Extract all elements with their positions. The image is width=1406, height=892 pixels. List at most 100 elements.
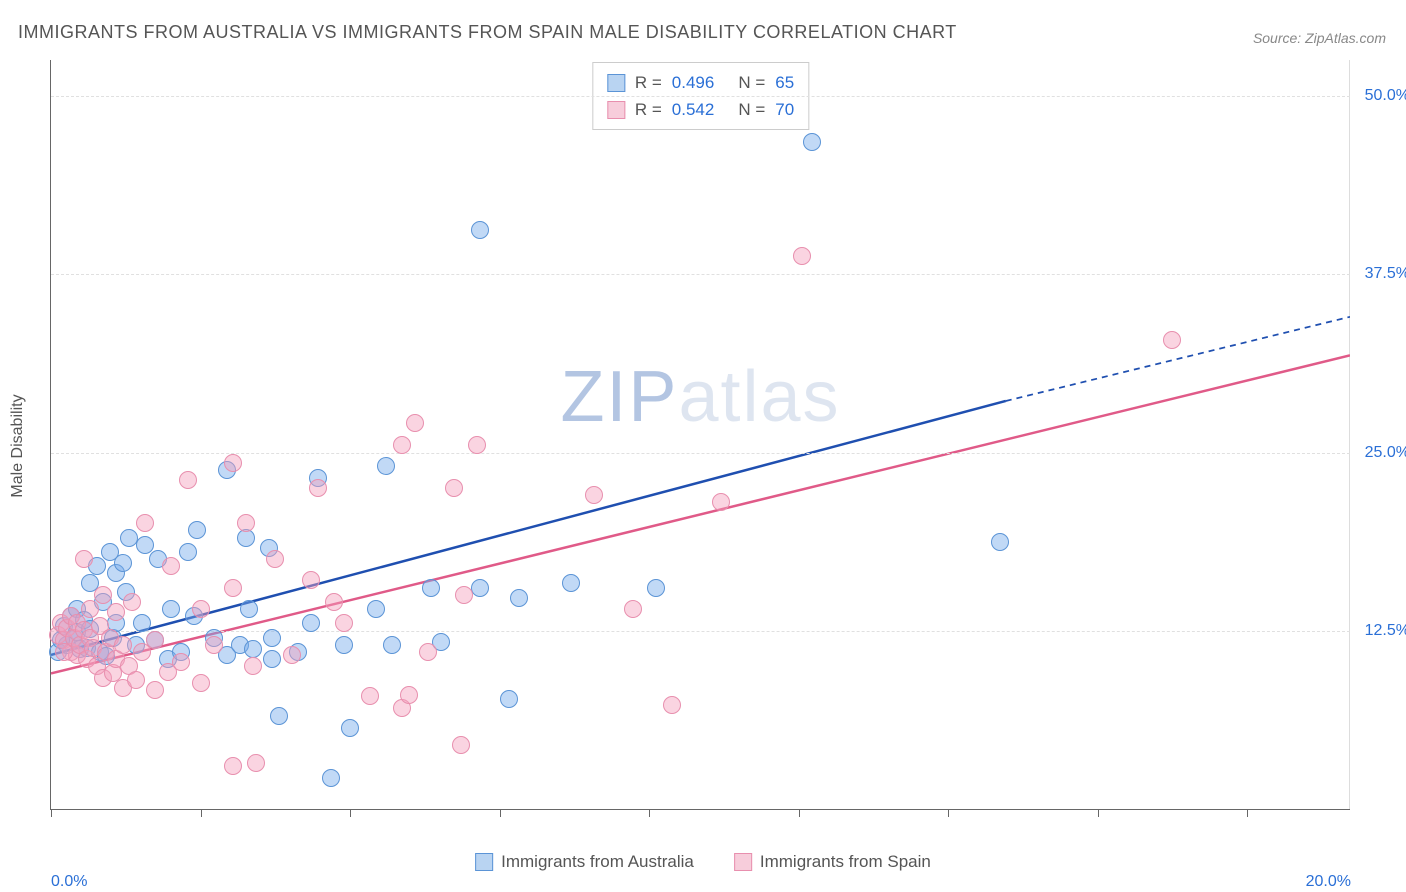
scatter-point [75, 550, 93, 568]
scatter-point [192, 674, 210, 692]
legend-swatch [607, 101, 625, 119]
scatter-point [585, 486, 603, 504]
chart-container: IMMIGRANTS FROM AUSTRALIA VS IMMIGRANTS … [0, 0, 1406, 892]
scatter-point [419, 643, 437, 661]
scatter-point [244, 657, 262, 675]
chart-title: IMMIGRANTS FROM AUSTRALIA VS IMMIGRANTS … [18, 22, 957, 43]
y-axis-label: Male Disability [9, 394, 27, 497]
watermark-atlas: atlas [678, 357, 840, 437]
scatter-point [624, 600, 642, 618]
trend-line-extrapolated [1006, 317, 1350, 401]
scatter-point [309, 479, 327, 497]
scatter-point [468, 436, 486, 454]
scatter-point [335, 614, 353, 632]
scatter-point [263, 629, 281, 647]
scatter-point [237, 514, 255, 532]
scatter-point [1163, 331, 1181, 349]
scatter-point [127, 671, 145, 689]
scatter-point [445, 479, 463, 497]
gridline [51, 453, 1350, 454]
legend-swatch [607, 74, 625, 92]
stats-legend-row: R = 0.496 N = 65 [607, 69, 794, 96]
x-tick [1098, 809, 1099, 817]
x-tick [51, 809, 52, 817]
stat-r-value: 0.496 [672, 69, 715, 96]
legend-item: Immigrants from Spain [734, 852, 931, 872]
scatter-point [367, 600, 385, 618]
scatter-point [991, 533, 1009, 551]
scatter-point [422, 579, 440, 597]
bottom-legend: Immigrants from Australia Immigrants from… [475, 852, 931, 872]
stat-n-value: 70 [775, 96, 794, 123]
scatter-point [377, 457, 395, 475]
scatter-point [471, 579, 489, 597]
scatter-point [325, 593, 343, 611]
x-tick [500, 809, 501, 817]
scatter-point [123, 593, 141, 611]
scatter-point [224, 579, 242, 597]
scatter-point [302, 614, 320, 632]
watermark-zip: ZIP [560, 357, 678, 437]
x-tick [649, 809, 650, 817]
y-tick-label: 12.5% [1355, 622, 1406, 640]
x-tick [1247, 809, 1248, 817]
scatter-point [270, 707, 288, 725]
scatter-point [406, 414, 424, 432]
scatter-point [224, 454, 242, 472]
scatter-point [114, 554, 132, 572]
scatter-point [136, 514, 154, 532]
scatter-point [510, 589, 528, 607]
scatter-point [335, 636, 353, 654]
scatter-point [179, 543, 197, 561]
scatter-point [452, 736, 470, 754]
y-tick-label: 25.0% [1355, 444, 1406, 462]
stat-n-value: 65 [775, 69, 794, 96]
scatter-point [224, 757, 242, 775]
scatter-point [500, 690, 518, 708]
stat-r-label: R = [635, 96, 662, 123]
scatter-point [663, 696, 681, 714]
legend-label: Immigrants from Australia [501, 852, 694, 872]
x-tick [799, 809, 800, 817]
scatter-point [205, 636, 223, 654]
scatter-point [455, 586, 473, 604]
scatter-point [136, 536, 154, 554]
scatter-point [55, 643, 73, 661]
scatter-point [146, 681, 164, 699]
scatter-point [133, 614, 151, 632]
scatter-point [266, 550, 284, 568]
scatter-point [244, 640, 262, 658]
scatter-point [94, 586, 112, 604]
legend-swatch [734, 853, 752, 871]
scatter-point [107, 603, 125, 621]
scatter-point [393, 436, 411, 454]
source-attribution: Source: ZipAtlas.com [1253, 30, 1386, 46]
scatter-point [81, 600, 99, 618]
scatter-point [361, 687, 379, 705]
trend-lines-svg [51, 60, 1350, 809]
scatter-point [146, 631, 164, 649]
scatter-point [341, 719, 359, 737]
stats-legend-row: R = 0.542N = 70 [607, 96, 794, 123]
scatter-point [179, 471, 197, 489]
stat-n-label: N = [738, 69, 765, 96]
gridline [51, 631, 1350, 632]
scatter-point [263, 650, 281, 668]
scatter-point [562, 574, 580, 592]
plot-right-border [1349, 60, 1350, 809]
scatter-point [172, 653, 190, 671]
x-tick [948, 809, 949, 817]
x-tick-label: 0.0% [51, 873, 87, 891]
x-tick [350, 809, 351, 817]
scatter-point [793, 247, 811, 265]
legend-swatch [475, 853, 493, 871]
gridline [51, 96, 1350, 97]
scatter-point [383, 636, 401, 654]
legend-label: Immigrants from Spain [760, 852, 931, 872]
stat-r-label: R = [635, 69, 662, 96]
scatter-point [162, 600, 180, 618]
scatter-point [400, 686, 418, 704]
scatter-point [803, 133, 821, 151]
scatter-point [471, 221, 489, 239]
stat-r-value: 0.542 [672, 96, 715, 123]
